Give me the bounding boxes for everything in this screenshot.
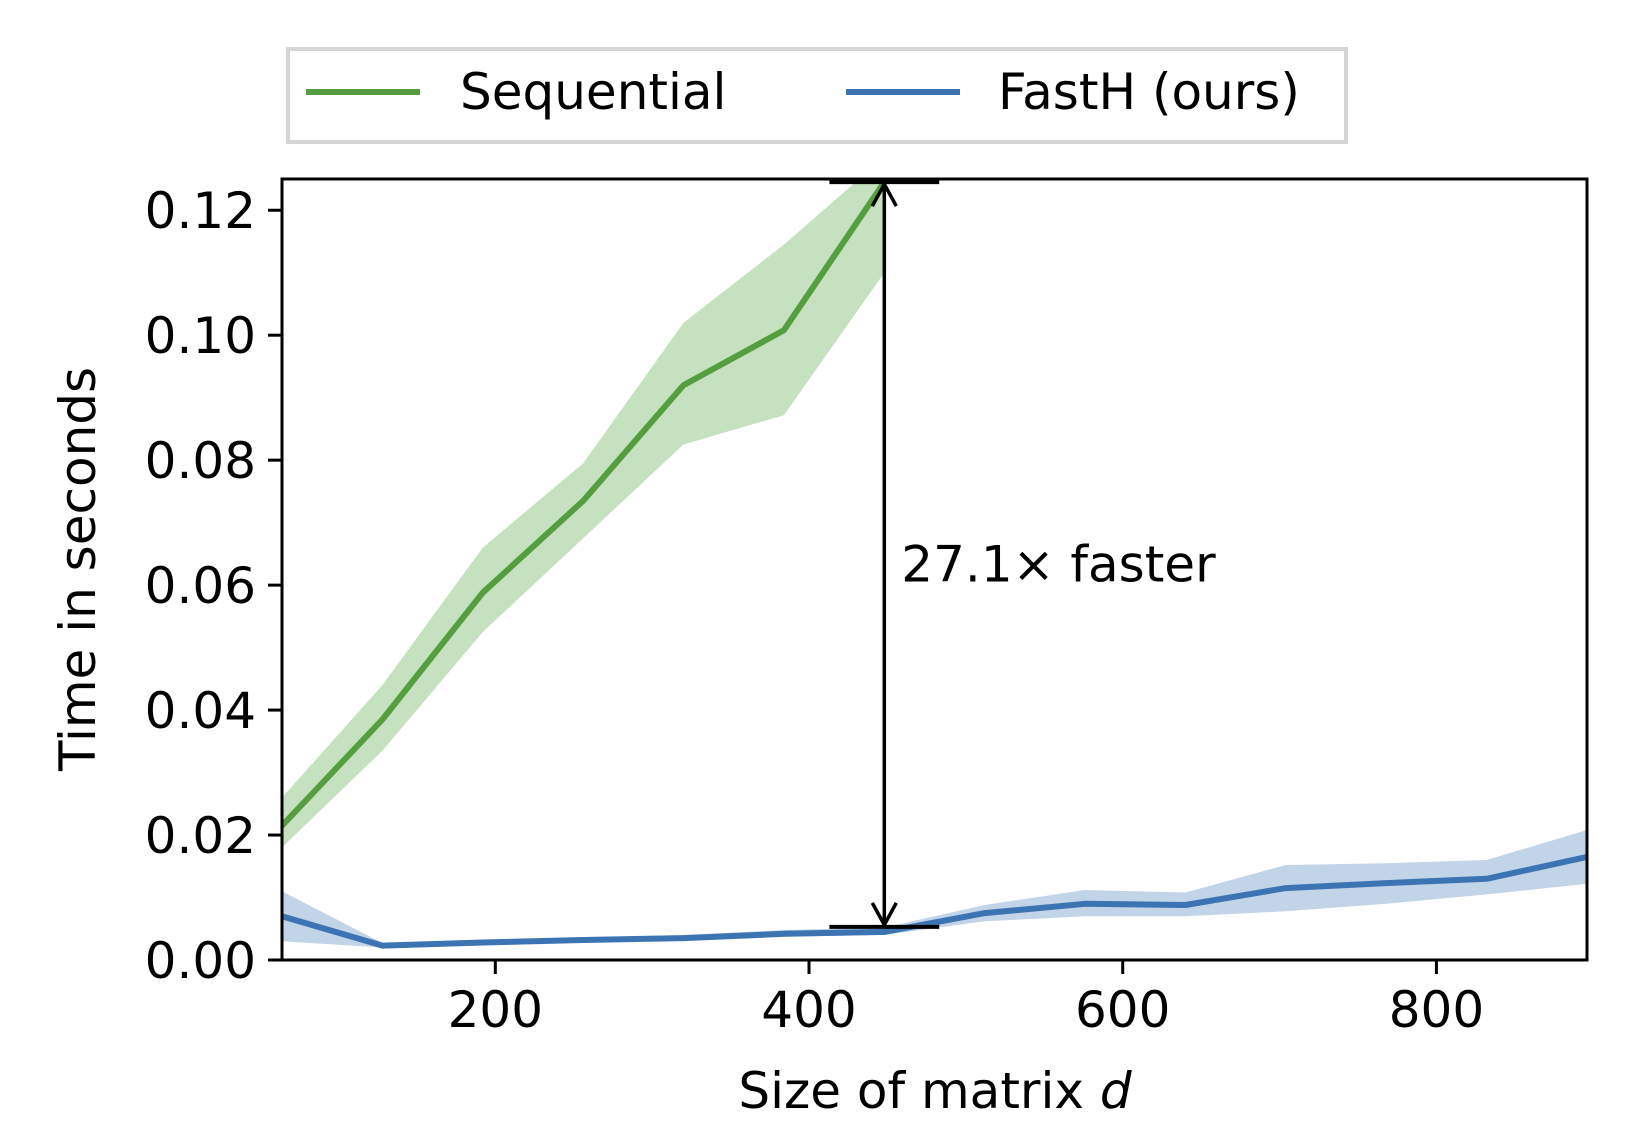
y-tick-label: 0.12 [145,182,256,240]
annotation-arrowhead-down [870,902,898,929]
y-axis: 0.00 0.02 0.04 0.06 0.08 0.10 0.12 [145,182,282,990]
x-axis-label: Size of matrix d [738,1062,1132,1120]
y-tick-label: 0.02 [145,807,256,865]
series-line-fasth [282,853,1587,949]
x-axis-label-variable: d [1100,1062,1132,1120]
x-axis: 200 400 600 800 [448,960,1484,1039]
series-line-sequential [282,179,888,829]
y-tick-label: 0.10 [145,307,256,365]
y-tick-label: 0.04 [145,682,256,740]
series-band-sequential [282,179,885,848]
legend-frame [286,47,1348,144]
annotation-label: 27.1× faster [901,535,1216,593]
axes-frame [280,177,1589,962]
plot-clipped-group [282,179,1587,949]
legend: Sequential FastH (ours) [286,47,1348,144]
y-tick-label: 0.00 [145,932,256,990]
legend-label-sequential: Sequential [460,63,726,121]
x-axis-label-text: Size of matrix [738,1062,1084,1120]
plot-area [282,179,1587,949]
speedup-annotation: 27.1× faster [829,180,1216,929]
y-tick-label: 0.08 [145,432,256,490]
legend-label-fasth: FastH (ours) [998,63,1300,121]
x-tick-label: 400 [761,981,856,1039]
x-tick-label: 600 [1075,981,1170,1039]
y-axis-label: Time in seconds [49,367,107,772]
y-tick-label: 0.06 [145,557,256,615]
x-tick-label: 200 [448,981,543,1039]
x-tick-label: 800 [1389,981,1484,1039]
series-band-fasth [282,830,1587,948]
annotation-arrowhead-up [870,180,898,207]
